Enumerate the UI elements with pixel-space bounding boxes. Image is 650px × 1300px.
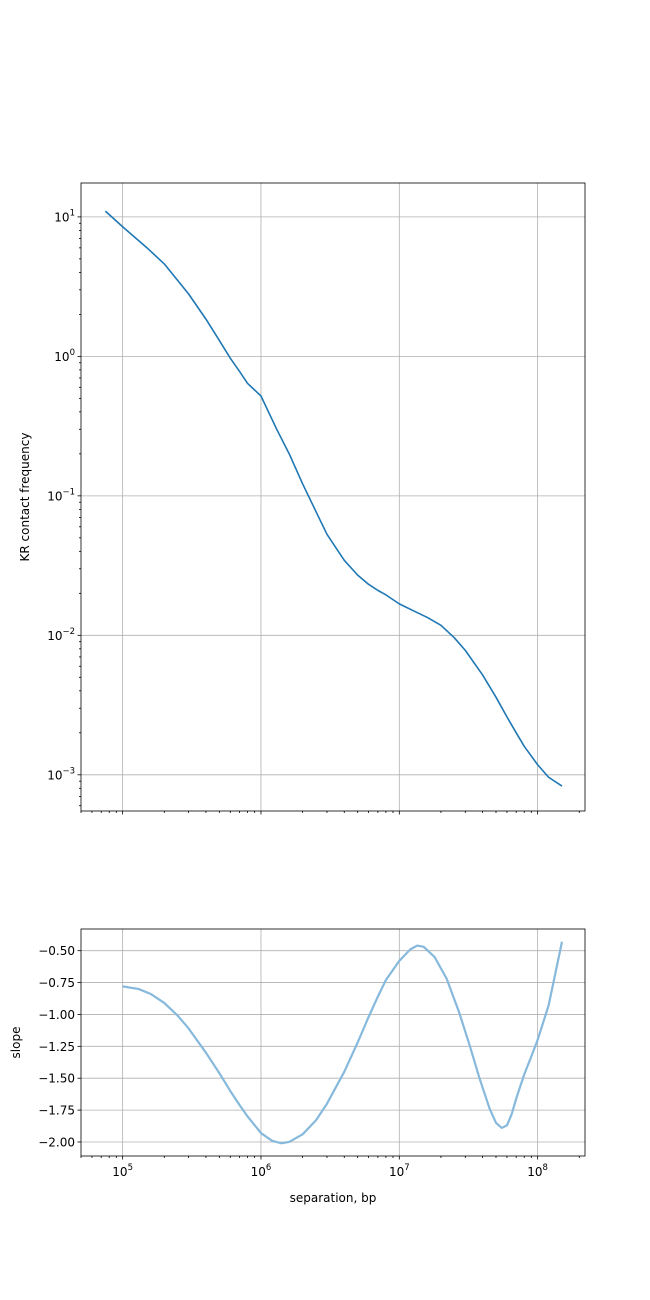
top-y-tick-label: 10−3 bbox=[47, 766, 75, 782]
bottom-y-tick-label: −1.75 bbox=[38, 1104, 75, 1118]
top-plot-frame bbox=[80, 182, 586, 812]
bottom-y-axis-label: slope bbox=[9, 1027, 23, 1059]
bottom-y-tick-label: −2.00 bbox=[38, 1135, 75, 1149]
top-y-tick-label: 10−2 bbox=[47, 627, 75, 643]
bottom-x-tick-label: 106 bbox=[251, 1163, 272, 1179]
bottom-y-tick-label: −1.25 bbox=[38, 1040, 75, 1054]
top-y-tick-label: 100 bbox=[54, 348, 75, 364]
top-y-axis-label: KR contact frequency bbox=[18, 433, 32, 562]
top-y-tick-label: 101 bbox=[54, 208, 75, 224]
slope-panel: 105 106 107 108 −0.50 −0.75 −1.00 −1.25 −1.50 −1.… bbox=[9, 928, 586, 1205]
bottom-series bbox=[122, 941, 564, 1145]
contact-frequency-panel: 101 100 10−1 10−2 10−3 KR contact frequency bbox=[18, 182, 586, 815]
bottom-y-tick-label: −0.75 bbox=[38, 976, 75, 990]
slope-line bbox=[122, 941, 564, 1145]
top-y-tick-label: 10−1 bbox=[47, 487, 75, 503]
bottom-x-tick-label: 105 bbox=[112, 1163, 133, 1179]
top-series bbox=[104, 210, 563, 787]
bottom-ticks: 105 106 107 108 −0.50 −0.75 −1.00 −1.25 −1.50 −1.… bbox=[38, 944, 580, 1179]
top-grid bbox=[81, 183, 585, 811]
bottom-x-tick-label: 107 bbox=[389, 1163, 410, 1179]
bottom-x-axis-label: separation, bp bbox=[290, 1191, 377, 1205]
bottom-plot-frame bbox=[80, 928, 586, 1157]
top-ticks: 101 100 10−1 10−2 10−3 bbox=[47, 208, 580, 815]
contact-frequency-line bbox=[104, 210, 563, 787]
bottom-x-tick-label: 108 bbox=[527, 1163, 548, 1179]
bottom-y-tick-label: −1.50 bbox=[38, 1072, 75, 1086]
bottom-y-tick-label: −1.00 bbox=[38, 1008, 75, 1022]
bottom-y-tick-label: −0.50 bbox=[38, 944, 75, 958]
